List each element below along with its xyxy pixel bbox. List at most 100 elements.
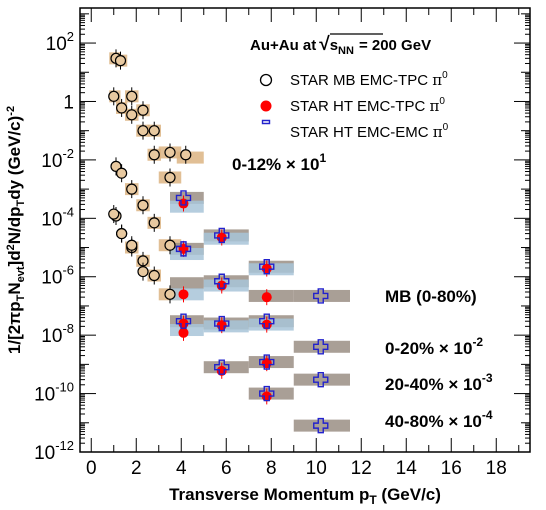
point-ht-emc-emc [214, 315, 230, 332]
y-tick-label: 10-2 [41, 146, 74, 172]
x-tick-label: 0 [86, 458, 97, 479]
y-tick-label-base: 10 [41, 209, 62, 230]
centrality-label-20-40: 20-40% × 10-3 [385, 371, 493, 394]
y-axis-title-g: N/dp [5, 207, 24, 245]
point-mb-emc-tpc [164, 288, 176, 300]
point-ht-emc-tpc [178, 327, 189, 338]
point-ht-emc-tpc [216, 280, 227, 291]
centrality-label-mb: MB (0-80%) [385, 287, 477, 306]
y-tick-label-exp: -6 [62, 263, 74, 278]
y-axis-title-i: dy (GeV/c) [5, 116, 24, 200]
x-tick-label: 6 [221, 458, 232, 479]
x-tick-label: 8 [266, 458, 277, 479]
y-tick-label-exp: 2 [67, 29, 74, 44]
y-tick-label-base: 10 [41, 151, 62, 172]
point-mb-emc-tpc [137, 265, 149, 278]
y-tick-label-base: 10 [34, 385, 55, 406]
header: Au+Au at √sNN = 200 GeV [250, 33, 431, 57]
point-ht-emc-emc [175, 190, 192, 206]
y-tick-label-base: 10 [46, 34, 67, 55]
y-axis-title-c: N [5, 282, 24, 294]
x-tick-label: 4 [176, 458, 187, 479]
header-sqrt: √ [319, 34, 330, 55]
header-suffix: = 200 GeV [359, 37, 431, 54]
legend-label-ht-emc-sup: 0 [443, 122, 449, 133]
y-axis-title-e: ]d [5, 250, 24, 266]
legend-label-mb-sup: 0 [442, 70, 448, 81]
centrality-label-40-80: 40-80% × 10-4 [385, 408, 493, 431]
legend-marker-filled-circle [260, 100, 272, 112]
centrality-labels: 0-12% × 101 MB (0-80%) 0-20% × 10-2 20-4… [232, 151, 493, 431]
point-mb-emc-tpc [116, 102, 128, 114]
point-ht-emc-emc [259, 313, 275, 329]
point-mb-emc-tpc [116, 227, 128, 240]
point-ht-emc-emc [313, 288, 329, 304]
point-mb-emc-tpc [126, 239, 138, 251]
point-mb-emc-tpc [126, 183, 138, 195]
systematic-band [170, 277, 204, 290]
centrality-label-0-12-sup: 1 [319, 151, 326, 165]
point-ht-emc-tpc [178, 243, 189, 254]
point-ht-emc-tpc [261, 292, 272, 303]
centrality-label-0-20-sup: -2 [472, 335, 483, 349]
x-axis-title-sub: T [369, 493, 377, 507]
y-axis-title-b: T [15, 294, 27, 301]
point-ht-emc-emc [175, 313, 192, 329]
point-ht-emc-tpc [178, 289, 189, 300]
point-mb-emc-tpc [164, 146, 176, 159]
header-s: s [330, 37, 338, 54]
y-tick-label-base: 10 [41, 268, 62, 289]
point-mb-emc-tpc [148, 217, 160, 229]
point-ht-emc-emc [313, 371, 329, 388]
centrality-label-0-20: 0-20% × 10-2 [385, 335, 483, 358]
point-ht-emc-emc [214, 359, 230, 375]
y-tick-label-base: 10 [41, 326, 62, 347]
point-mb-emc-tpc [116, 167, 128, 179]
x-axis-ticks: 0 2 4 6 8 10 12 14 16 18 [86, 8, 520, 479]
y-tick-label-exp: -2 [62, 146, 74, 161]
point-mb-emc-tpc [126, 90, 138, 102]
point-ht-emc-emc [175, 241, 192, 257]
x-tick-label: 10 [306, 458, 327, 479]
systematic-band [293, 419, 350, 432]
point-mb-emc-tpc [164, 239, 176, 251]
y-tick-label: 10-6 [41, 263, 74, 289]
centrality-label-40-80-text: 40-80% × 10 [385, 412, 482, 431]
point-mb-emc-tpc [148, 269, 160, 282]
legend-label-mb-pi: π [432, 71, 442, 89]
centrality-label-20-40-sup: -3 [482, 371, 493, 385]
point-ht-emc-emc [313, 339, 329, 355]
y-tick-label-exp: -12 [55, 438, 74, 453]
point-ht-emc-emc [259, 385, 275, 402]
x-tick-label: 14 [396, 458, 418, 479]
legend-label-ht-tpc-text: STAR HT EMC-TPC [290, 98, 429, 115]
point-mb-emc-tpc [137, 199, 149, 211]
legend-label-ht-tpc-pi: π [429, 97, 439, 115]
data-markers [108, 49, 329, 434]
legend-label-ht-emc-text: STAR HT EMC-EMC [290, 124, 433, 141]
systematic-band [293, 373, 350, 386]
legend-label-mb: STAR MB EMC-TPC π0 [290, 70, 448, 89]
y-axis-title-j: -2 [5, 106, 17, 116]
x-tick-label: 12 [351, 458, 372, 479]
centrality-label-0-12-text: 0-12% × 10 [232, 155, 319, 174]
legend-label-ht-tpc: STAR HT EMC-TPC π0 [290, 96, 445, 115]
x-axis-title: Transverse Momentum pT (GeV/c) [169, 485, 441, 507]
y-tick-label-exp: -10 [55, 380, 74, 395]
point-ht-emc-emc [214, 273, 230, 289]
header-text: Au+Au at √sNN = 200 GeV [250, 34, 431, 57]
centrality-label-0-12: 0-12% × 101 [232, 151, 326, 174]
legend-label-ht-emc-pi: π [433, 123, 443, 141]
point-mb-emc-tpc [126, 109, 138, 121]
y-tick-label-exp: -4 [62, 204, 74, 219]
y-axis-title-f: 2 [5, 244, 17, 250]
systematic-band [293, 289, 350, 302]
point-mb-emc-tpc [114, 55, 127, 67]
x-axis-title-unit: (GeV/c) [377, 485, 441, 504]
y-tick-label: 1 [63, 92, 74, 113]
point-mb-emc-tpc [164, 171, 176, 184]
header-prefix: Au+Au at [250, 37, 316, 54]
point-ht-emc-emc [259, 354, 275, 370]
y-tick-label: 10-10 [34, 380, 74, 406]
